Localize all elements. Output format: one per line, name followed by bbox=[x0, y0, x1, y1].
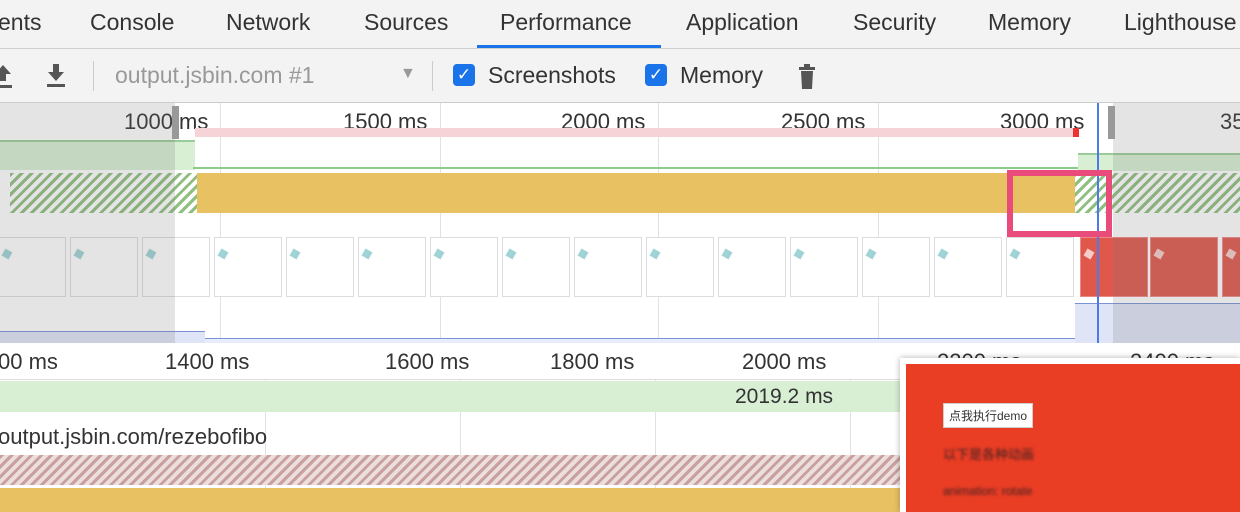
performance-toolbar: output.jsbin.com #1 ▼ ✓ Screenshots ✓ Me… bbox=[0, 49, 1240, 103]
frame-url: output.jsbin.com/rezebofibo bbox=[0, 424, 268, 449]
fps-dropped-marker bbox=[1073, 128, 1079, 137]
devtools-tab-bar: ents Console Network Sources Performance… bbox=[0, 0, 1240, 49]
thumbnail-shape bbox=[433, 248, 445, 260]
preview-heading: 以下是各种动画 bbox=[943, 447, 1035, 462]
screenshot-preview: 点我执行demo 以下是各种动画 animation: rotate bbox=[906, 364, 1240, 512]
dropdown-arrow-icon: ▼ bbox=[400, 65, 416, 82]
screenshot-thumbnail[interactable] bbox=[0, 237, 66, 297]
screenshot-thumbnail[interactable] bbox=[358, 237, 426, 297]
main-thread-track[interactable]: output.jsbin.com/rezebofibo bbox=[0, 418, 1240, 454]
screenshot-thumbnail[interactable] bbox=[1080, 237, 1148, 297]
active-tab-indicator bbox=[477, 45, 661, 48]
tab-console[interactable]: Console bbox=[90, 9, 175, 35]
screenshot-thumbnail[interactable] bbox=[142, 237, 210, 297]
memory-graph bbox=[0, 331, 205, 343]
thumbnail-shape bbox=[793, 248, 805, 260]
overview-time-label: 35 bbox=[1220, 109, 1240, 134]
preview-text: animation: rotate bbox=[943, 484, 1033, 498]
screenshot-thumbnail[interactable] bbox=[1150, 237, 1218, 297]
thumbnail-shape bbox=[361, 248, 373, 260]
cursor-line bbox=[1097, 103, 1099, 343]
screenshot-thumbnail[interactable] bbox=[1222, 237, 1240, 297]
preview-button: 点我执行demo bbox=[943, 403, 1034, 428]
memory-label: Memory bbox=[680, 62, 764, 88]
idle-area bbox=[0, 140, 195, 170]
thumbnail-shape bbox=[937, 248, 949, 260]
thumbnail-shape bbox=[289, 248, 301, 260]
selection-handle-left[interactable] bbox=[172, 106, 179, 139]
separator bbox=[93, 61, 94, 91]
screenshots-checkbox[interactable]: ✓ bbox=[453, 64, 475, 86]
tab-performance[interactable]: Performance bbox=[500, 9, 632, 35]
screenshots-label: Screenshots bbox=[488, 62, 616, 88]
screenshot-thumbnail[interactable] bbox=[790, 237, 858, 297]
screenshot-thumbnail[interactable] bbox=[430, 237, 498, 297]
memory-graph bbox=[205, 338, 1075, 343]
thumbnail-shape bbox=[577, 248, 589, 260]
idle-area bbox=[1078, 153, 1240, 171]
ruler-label: 00 ms bbox=[0, 349, 58, 374]
ruler-label: 1800 ms bbox=[550, 349, 635, 374]
screenshot-thumbnail[interactable] bbox=[934, 237, 1002, 297]
memory-graph bbox=[1075, 303, 1240, 343]
screenshot-tooltip: 点我执行demo 以下是各种动画 animation: rotate bbox=[900, 358, 1240, 512]
cpu-line bbox=[193, 167, 1078, 169]
thumbnail-shape bbox=[505, 248, 517, 260]
tab-lighthouse[interactable]: Lighthouse bbox=[1124, 9, 1237, 35]
tab-application[interactable]: Application bbox=[686, 9, 799, 35]
selection-handle-right[interactable] bbox=[1108, 106, 1115, 139]
frame-duration: 2019.2 ms bbox=[735, 385, 834, 408]
screenshot-thumbnail[interactable] bbox=[70, 237, 138, 297]
overview-time-label: 1000 ms bbox=[124, 109, 209, 134]
fps-bar bbox=[195, 128, 1075, 137]
recording-select-value: output.jsbin.com #1 bbox=[115, 62, 315, 88]
screenshot-thumbnail[interactable] bbox=[1006, 237, 1074, 297]
screenshot-thumbnail[interactable] bbox=[718, 237, 786, 297]
tab-memory[interactable]: Memory bbox=[988, 9, 1072, 35]
ruler-label: 1400 ms bbox=[165, 349, 250, 374]
selection-overlay-left bbox=[0, 103, 175, 343]
paint-hatch bbox=[1075, 173, 1240, 213]
tab-security[interactable]: Security bbox=[853, 9, 937, 35]
screenshot-thumbnail[interactable] bbox=[214, 237, 282, 297]
thumbnail-shape bbox=[217, 248, 229, 260]
screenshot-thumbnail[interactable] bbox=[574, 237, 642, 297]
highlight-box bbox=[1007, 170, 1112, 237]
thumbnail-shape bbox=[1083, 248, 1095, 260]
screenshot-thumbnail[interactable] bbox=[502, 237, 570, 297]
screenshot-thumbnail[interactable] bbox=[646, 237, 714, 297]
selection-overlay-right bbox=[1113, 103, 1240, 343]
screenshot-thumbnail[interactable] bbox=[286, 237, 354, 297]
upload-icon[interactable] bbox=[0, 63, 14, 89]
paint-hatch bbox=[10, 173, 197, 213]
thumbnail-shape bbox=[1009, 248, 1021, 260]
tab-sources[interactable]: Sources bbox=[364, 9, 449, 35]
ruler-label: 2000 ms bbox=[742, 349, 827, 374]
separator bbox=[432, 61, 433, 91]
screenshot-thumbnail[interactable] bbox=[862, 237, 930, 297]
memory-checkbox[interactable]: ✓ bbox=[645, 64, 667, 86]
tab-elements[interactable]: ents bbox=[0, 9, 42, 35]
scripting-bar bbox=[197, 173, 1075, 213]
ruler-label: 1600 ms bbox=[385, 349, 470, 374]
timeline-overview[interactable]: 1000 ms 1500 ms 2000 ms 2500 ms 3000 ms … bbox=[0, 103, 1240, 343]
recording-select[interactable]: output.jsbin.com #1 ▼ bbox=[105, 57, 425, 95]
download-icon[interactable] bbox=[45, 63, 67, 89]
thumbnail-shape bbox=[865, 248, 877, 260]
tab-network[interactable]: Network bbox=[226, 9, 311, 35]
thumbnail-shape bbox=[649, 248, 661, 260]
trash-icon[interactable] bbox=[796, 62, 818, 90]
thumbnail-shape bbox=[721, 248, 733, 260]
